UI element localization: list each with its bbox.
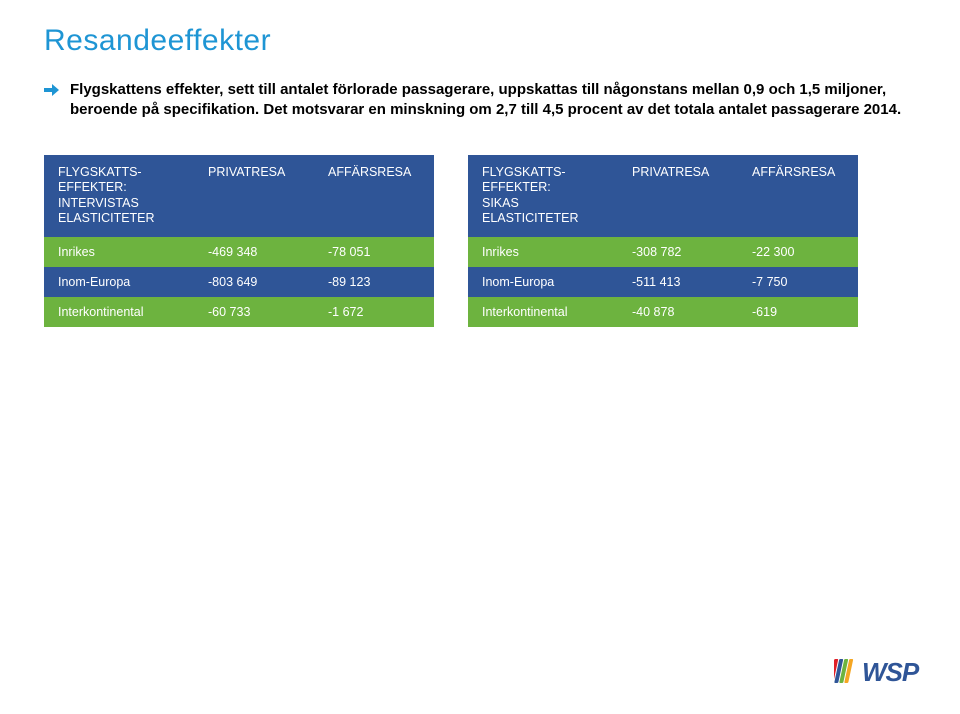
table-row: Inrikes-308 782-22 300 [468, 237, 858, 267]
table-cell: -619 [738, 297, 858, 327]
table-cell: -60 733 [194, 297, 314, 327]
table-cell: -469 348 [194, 237, 314, 267]
table-cell: -308 782 [618, 237, 738, 267]
table-row: Interkontinental-40 878-619 [468, 297, 858, 327]
table-cell: Inrikes [468, 237, 618, 267]
table-cell: -511 413 [618, 267, 738, 297]
table-cell: Inom-Europa [44, 267, 194, 297]
table-cell: -40 878 [618, 297, 738, 327]
wsp-logo: WSP [834, 651, 930, 696]
slide-page: Resandeeffekter Flygskattens effekter, s… [0, 0, 960, 714]
table-row: Interkontinental-60 733-1 672 [44, 297, 434, 327]
table-row: Inom-Europa-803 649-89 123 [44, 267, 434, 297]
table-cell: Interkontinental [44, 297, 194, 327]
page-title: Resandeeffekter [44, 24, 916, 58]
table-header-cell: AFFÄRSRESA [314, 155, 434, 238]
arrow-icon [44, 83, 60, 97]
table-right: FLYGSKATTS-EFFEKTER:SIKASELASTICITETERPR… [468, 155, 858, 328]
table-cell: Interkontinental [468, 297, 618, 327]
table-left: FLYGSKATTS-EFFEKTER:INTERVISTASELASTICIT… [44, 155, 434, 328]
table-header-cell: PRIVATRESA [618, 155, 738, 238]
table-header-cell: PRIVATRESA [194, 155, 314, 238]
body-text: Flygskattens effekter, sett till antalet… [70, 80, 916, 121]
table-cell: -803 649 [194, 267, 314, 297]
table-cell: -22 300 [738, 237, 858, 267]
table-cell: Inom-Europa [468, 267, 618, 297]
table-header-cell: AFFÄRSRESA [738, 155, 858, 238]
bullet-row: Flygskattens effekter, sett till antalet… [44, 80, 916, 121]
table-cell: Inrikes [44, 237, 194, 267]
table-cell: -89 123 [314, 267, 434, 297]
table-cell: -7 750 [738, 267, 858, 297]
svg-text:WSP: WSP [862, 657, 920, 687]
tables-row: FLYGSKATTS-EFFEKTER:INTERVISTASELASTICIT… [44, 155, 916, 328]
table-cell: -1 672 [314, 297, 434, 327]
table-header-cell: FLYGSKATTS-EFFEKTER:INTERVISTASELASTICIT… [44, 155, 194, 238]
table-row: Inom-Europa-511 413-7 750 [468, 267, 858, 297]
table-header-cell: FLYGSKATTS-EFFEKTER:SIKASELASTICITETER [468, 155, 618, 238]
table-row: Inrikes-469 348-78 051 [44, 237, 434, 267]
table-cell: -78 051 [314, 237, 434, 267]
